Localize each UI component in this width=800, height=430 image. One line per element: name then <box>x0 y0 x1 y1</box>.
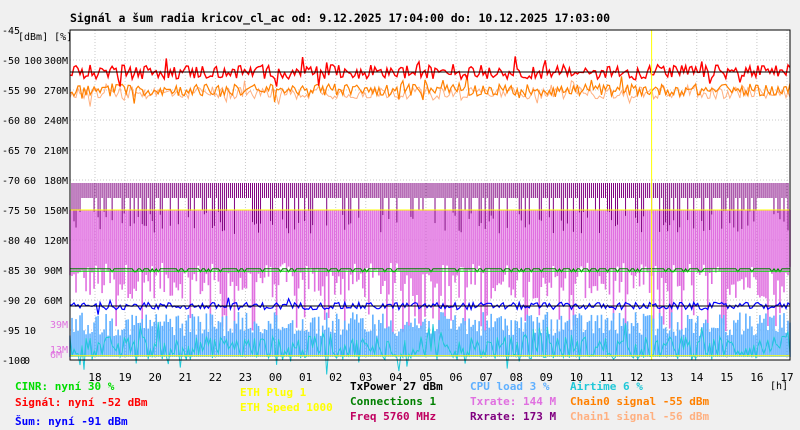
y-tick-label-rate: 270M <box>44 86 68 97</box>
x-tick-label: 02 <box>329 371 342 384</box>
chain0-line <box>69 74 791 104</box>
plot-frame <box>69 29 791 361</box>
connections-line <box>70 267 790 273</box>
y-tick-label-rate-colored: 13M <box>50 345 68 356</box>
y-tick-label-percent: 20 <box>24 296 36 307</box>
x-tick-label: 13 <box>660 371 673 384</box>
legend-airtime: Airtime 6 % <box>570 380 643 393</box>
y-tick-label-dbm: -90 <box>2 296 20 307</box>
x-tick-label: 10 <box>570 371 583 384</box>
y-tick-label-dbm: -60 <box>2 116 20 127</box>
y-tick-label-percent: 0 <box>24 356 30 367</box>
y-tick-label-percent: 100 <box>24 56 42 67</box>
x-tick-label: 17 <box>780 371 793 384</box>
x-tick-label: 09 <box>540 371 553 384</box>
x-tick-label: 21 <box>179 371 192 384</box>
y-tick-label-percent: 50 <box>24 206 36 217</box>
y-tick-label-rate: 90M <box>44 266 62 277</box>
y-tick-label-percent: 90 <box>24 86 36 97</box>
y-tick-label-percent: 10 <box>24 326 36 337</box>
x-tick-label: 04 <box>389 371 403 384</box>
legend-freq: Freq 5760 MHz <box>350 410 437 423</box>
legend-connections: Connections 1 <box>350 395 437 408</box>
x-tick-label: 12 <box>630 371 643 384</box>
legend-txpower: TxPower 27 dBm <box>350 380 443 393</box>
y-tick-label-rate: 180M <box>44 176 68 187</box>
y-tick-label-rate: 120M <box>44 236 68 247</box>
y-tick-label-rate: 240M <box>44 116 68 127</box>
y-tick-label-dbm: -55 <box>2 86 20 97</box>
legend-cinr: CINR: nyní 30 % <box>15 380 115 393</box>
x-tick-label: 06 <box>449 371 462 384</box>
y-tick-label-rate-colored: 39M <box>50 320 68 331</box>
y-tick-label-percent: 30 <box>24 266 36 277</box>
x-tick-label: 05 <box>419 371 432 384</box>
y-tick-label-rate: 300M <box>44 56 68 67</box>
chart-title: Signál a šum radia kricov_cl_ac od: 9.12… <box>70 11 610 26</box>
legend-txrate: Txrate: 144 M <box>470 395 557 408</box>
x-tick-label: 08 <box>510 371 523 384</box>
legend-chain1: Chain1 signal -56 dBm <box>570 410 710 423</box>
y-tick-label-dbm: -85 <box>2 266 20 277</box>
y-unit-label: [dBm] [%] <box>18 32 72 43</box>
x-tick-label: 23 <box>239 371 252 384</box>
y-tick-label-dbm: -80 <box>2 236 20 247</box>
y-tick-label-dbm: -100 <box>2 356 26 367</box>
signal-line <box>69 56 791 87</box>
y-tick-label-dbm: -70 <box>2 176 20 187</box>
x-tick-label: 00 <box>269 371 282 384</box>
y-tick-label-dbm: -75 <box>2 206 20 217</box>
x-tick-label: 07 <box>480 371 493 384</box>
y-tick-label-rate: 210M <box>44 146 68 157</box>
legend-signal: Signál: nyní -52 dBm <box>15 396 148 409</box>
x-tick-label: 20 <box>149 371 162 384</box>
y-tick-label-percent: 40 <box>24 236 36 247</box>
x-tick-label: 22 <box>209 371 222 384</box>
y-tick-label-percent: 80 <box>24 116 36 127</box>
legend-chain0: Chain0 signal -55 dBm <box>570 395 710 408</box>
y-tick-label-dbm: -95 <box>2 326 20 337</box>
x-tick-label: 15 <box>720 371 733 384</box>
x-tick-label: 18 <box>88 371 101 384</box>
y-tick-label-rate: 150M <box>44 206 68 217</box>
x-unit-label: [h] <box>770 381 788 392</box>
y-tick-label-rate: 60M <box>44 296 62 307</box>
y-tick-label-rate-colored: 6M <box>50 350 62 361</box>
legend-cpu: CPU load 3 % <box>470 380 550 393</box>
y-tick-label-dbm: -50 <box>2 56 20 67</box>
x-tick-label: 19 <box>118 371 131 384</box>
x-tick-label: 01 <box>299 371 312 384</box>
legend-eth-speed: ETH Speed 1000 <box>240 401 333 414</box>
x-tick-label: 16 <box>750 371 763 384</box>
legend-eth-plug: ETH Plug 1 <box>240 386 307 399</box>
x-tick-label: 14 <box>690 371 704 384</box>
y-tick-label-dbm: -65 <box>2 146 20 157</box>
x-tick-label: 11 <box>600 371 613 384</box>
y-tick-label-percent: 70 <box>24 146 36 157</box>
legend-rxrate: Rxrate: 173 M <box>470 410 557 423</box>
airtime-line <box>69 321 791 375</box>
legend-noise: Šum: nyní -91 dBm <box>15 415 128 428</box>
y-tick-label-dbm: -45 <box>2 26 20 37</box>
x-tick-label: 03 <box>359 371 372 384</box>
y-tick-label-percent: 60 <box>24 176 36 187</box>
